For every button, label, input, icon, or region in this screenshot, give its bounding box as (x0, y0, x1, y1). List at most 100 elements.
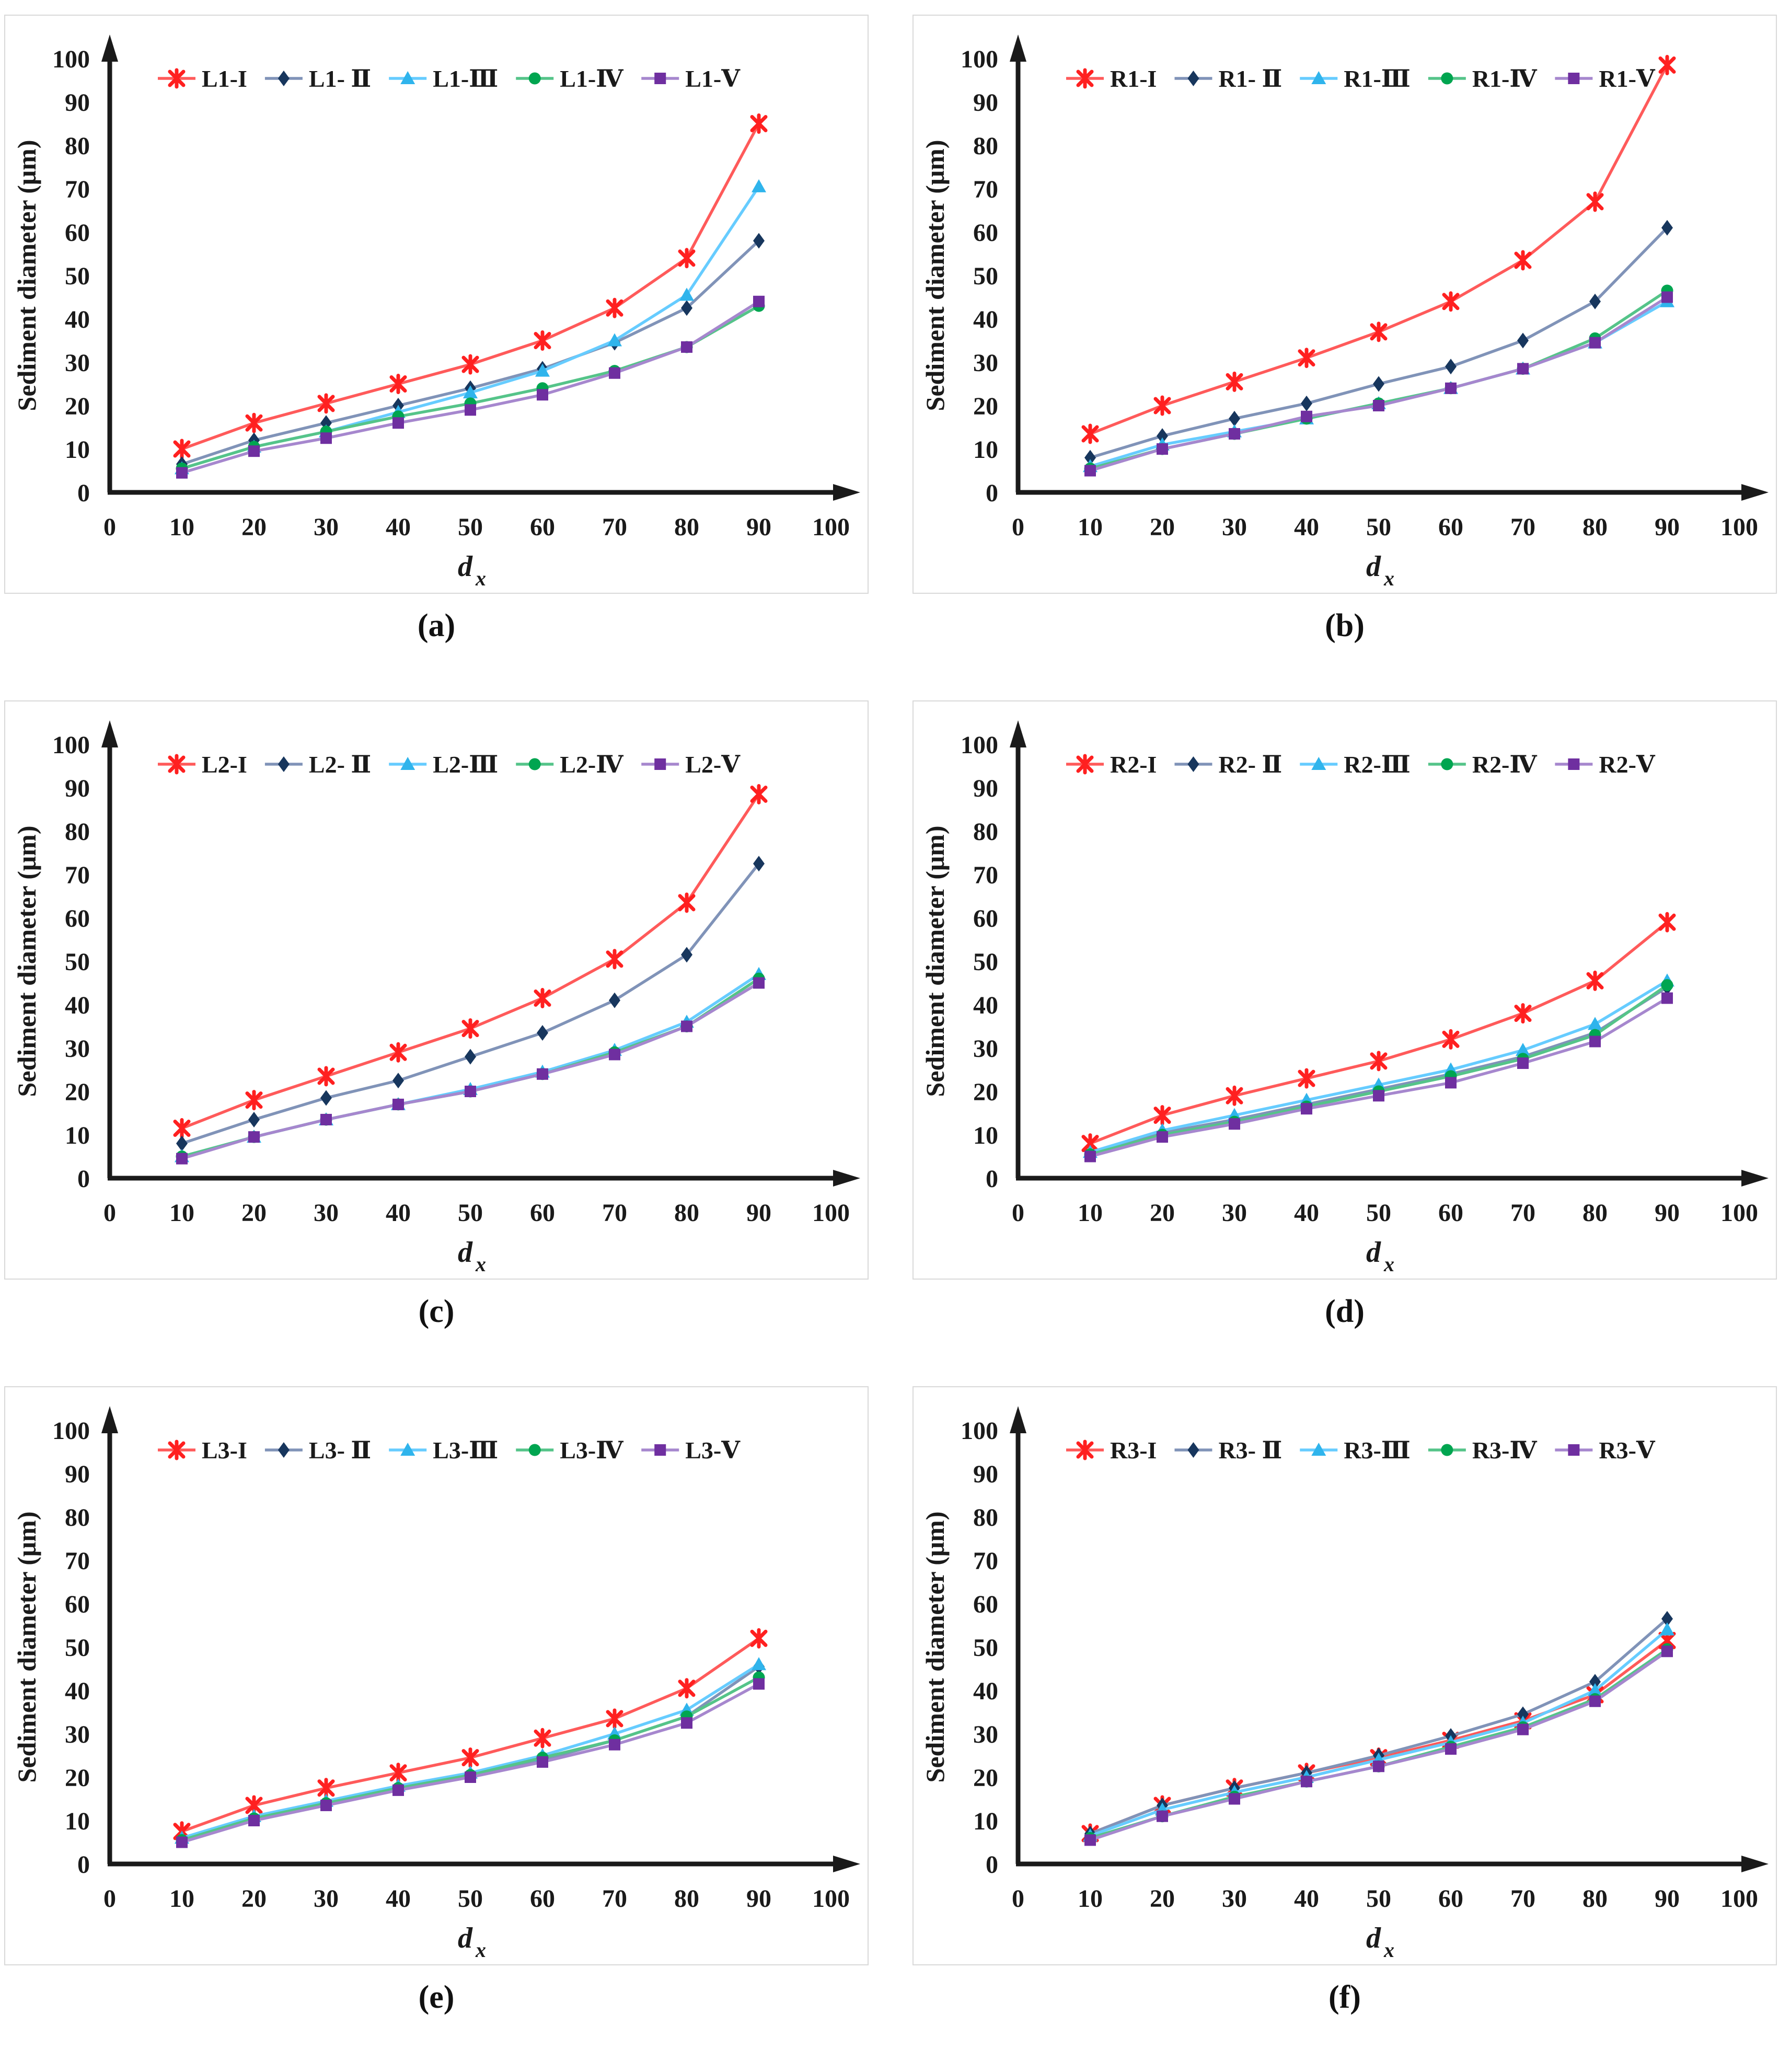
data-point-marker-V (1373, 1090, 1384, 1102)
series-line-I (181, 1637, 760, 1833)
data-point-marker-IV (1661, 979, 1673, 992)
data-point-marker-V (1373, 1760, 1384, 1772)
x-axis-title: d (1366, 550, 1381, 583)
y-tick-label: 40 (65, 306, 90, 333)
legend-marker-IV (528, 72, 541, 85)
x-tick-label: 70 (1510, 513, 1535, 541)
y-axis-title: Sediment diameter (μm) (12, 826, 41, 1097)
y-tick-label: 90 (973, 89, 998, 117)
y-tick-label: 20 (973, 1764, 998, 1792)
caption-d: (d) (1325, 1294, 1365, 1329)
chart-panel-e: 0 10 20 30 40 50 60 70 80 90 100 0 10 20 30 40 50 60 70 80 9… (4, 1386, 869, 1965)
data-point-marker-V (1589, 1695, 1601, 1707)
x-tick-label: 80 (1582, 1885, 1608, 1913)
data-point-marker-II (753, 856, 765, 872)
data-point-marker-V (609, 1049, 620, 1061)
legend-marker-II (1187, 756, 1199, 772)
data-point-marker-I (1514, 250, 1532, 271)
legend-marker-III (1311, 757, 1326, 770)
data-point-marker-V (1445, 382, 1457, 394)
x-tick-label: 30 (314, 1199, 339, 1227)
panel-block-e: 0 10 20 30 40 50 60 70 80 90 100 0 10 20 30 40 50 60 70 80 9… (4, 1386, 869, 2072)
x-axis-title: d (1366, 1236, 1381, 1269)
y-tick-label: 30 (973, 1721, 998, 1748)
y-tick-label: 60 (65, 905, 90, 933)
x-tick-label: 80 (1582, 513, 1608, 541)
data-point-marker-I (1658, 912, 1676, 933)
data-point-marker-III (535, 363, 550, 377)
data-point-marker-I (245, 412, 263, 433)
legend-label-IV: L1-Ⅳ (560, 65, 623, 92)
y-axis-title: Sediment diameter (μm) (12, 140, 41, 411)
y-tick-label: 50 (65, 262, 90, 290)
data-point-marker-III (1588, 1683, 1602, 1696)
data-point-marker-II (1517, 332, 1529, 349)
y-axis-title: Sediment diameter (μm) (920, 140, 950, 411)
data-point-marker-V (465, 404, 476, 416)
y-tick-label: 20 (65, 393, 90, 420)
x-tick-label: 20 (1150, 513, 1175, 541)
x-tick-label: 90 (1655, 513, 1680, 541)
y-tick-label: 50 (973, 948, 998, 976)
data-point-marker-I (750, 784, 768, 804)
data-point-marker-I (173, 439, 191, 459)
legend-label-V: L2-Ⅴ (685, 751, 741, 778)
legend-label-II: R2- Ⅱ (1218, 751, 1282, 778)
data-point-marker-V (1084, 1834, 1096, 1846)
y-tick-label: 50 (65, 1634, 90, 1662)
legend-label-III: R1-Ⅲ (1344, 65, 1411, 92)
x-tick-label: 90 (1655, 1885, 1680, 1913)
y-axis-arrowhead (1010, 1406, 1026, 1433)
data-point-marker-I (534, 988, 551, 1009)
y-tick-label: 70 (65, 1547, 90, 1575)
y-tick-label: 10 (973, 1122, 998, 1149)
data-point-marker-II (465, 1049, 476, 1065)
chart-f: 0 10 20 30 40 50 60 70 80 90 100 0 10 20 30 40 50 60 70 80 9… (920, 1406, 1769, 1962)
legend-marker-II (1187, 71, 1199, 86)
legend-label-I: R2-I (1110, 751, 1157, 778)
data-point-marker-II (1661, 220, 1673, 236)
data-point-marker-I (1226, 1085, 1243, 1106)
data-point-marker-V (392, 417, 404, 429)
chart-panel-f: 0 10 20 30 40 50 60 70 80 90 100 0 10 20 30 40 50 60 70 80 9… (912, 1386, 1777, 1965)
x-tick-label: 70 (602, 1199, 627, 1227)
y-tick-label: 10 (65, 1122, 90, 1149)
legend-marker-III (1311, 1443, 1326, 1456)
x-tick-label: 0 (103, 1885, 116, 1913)
y-tick-label: 100 (961, 45, 998, 73)
y-tick-label: 0 (986, 1165, 998, 1193)
y-tick-label: 100 (961, 1417, 998, 1445)
y-tick-label: 100 (52, 1417, 90, 1445)
data-point-marker-V (1661, 1645, 1673, 1657)
data-point-marker-V (1445, 1077, 1457, 1089)
y-tick-label: 60 (65, 1591, 90, 1618)
caption-b: (b) (1325, 608, 1365, 643)
y-tick-label: 0 (986, 1851, 998, 1879)
x-tick-label: 10 (169, 1199, 194, 1227)
data-point-marker-I (1586, 191, 1604, 212)
y-tick-label: 10 (973, 436, 998, 464)
x-tick-label: 20 (1150, 1885, 1175, 1913)
data-point-marker-V (1517, 363, 1529, 375)
series-line-I (181, 793, 760, 1130)
y-tick-label: 20 (973, 1078, 998, 1106)
data-point-marker-V (753, 1678, 765, 1690)
data-point-marker-I (534, 330, 551, 351)
x-tick-label: 100 (812, 1885, 850, 1913)
y-tick-label: 80 (65, 818, 90, 846)
legend-marker-I (1076, 1440, 1094, 1460)
x-tick-label: 100 (1720, 1199, 1758, 1227)
data-point-marker-I (606, 1708, 623, 1729)
data-point-marker-V (392, 1098, 404, 1110)
legend-marker-IV (1441, 72, 1453, 85)
x-tick-label: 0 (1012, 1885, 1024, 1913)
data-point-marker-I (1442, 1029, 1460, 1050)
x-tick-label: 60 (530, 1885, 555, 1913)
legend-label-II: R1- Ⅱ (1218, 65, 1282, 92)
x-tick-label: 60 (1438, 1885, 1463, 1913)
legend-marker-I (1076, 68, 1094, 89)
y-tick-label: 80 (973, 132, 998, 160)
legend-marker-IV (528, 758, 541, 770)
data-point-marker-II (392, 1073, 404, 1089)
data-point-marker-V (1301, 410, 1312, 422)
